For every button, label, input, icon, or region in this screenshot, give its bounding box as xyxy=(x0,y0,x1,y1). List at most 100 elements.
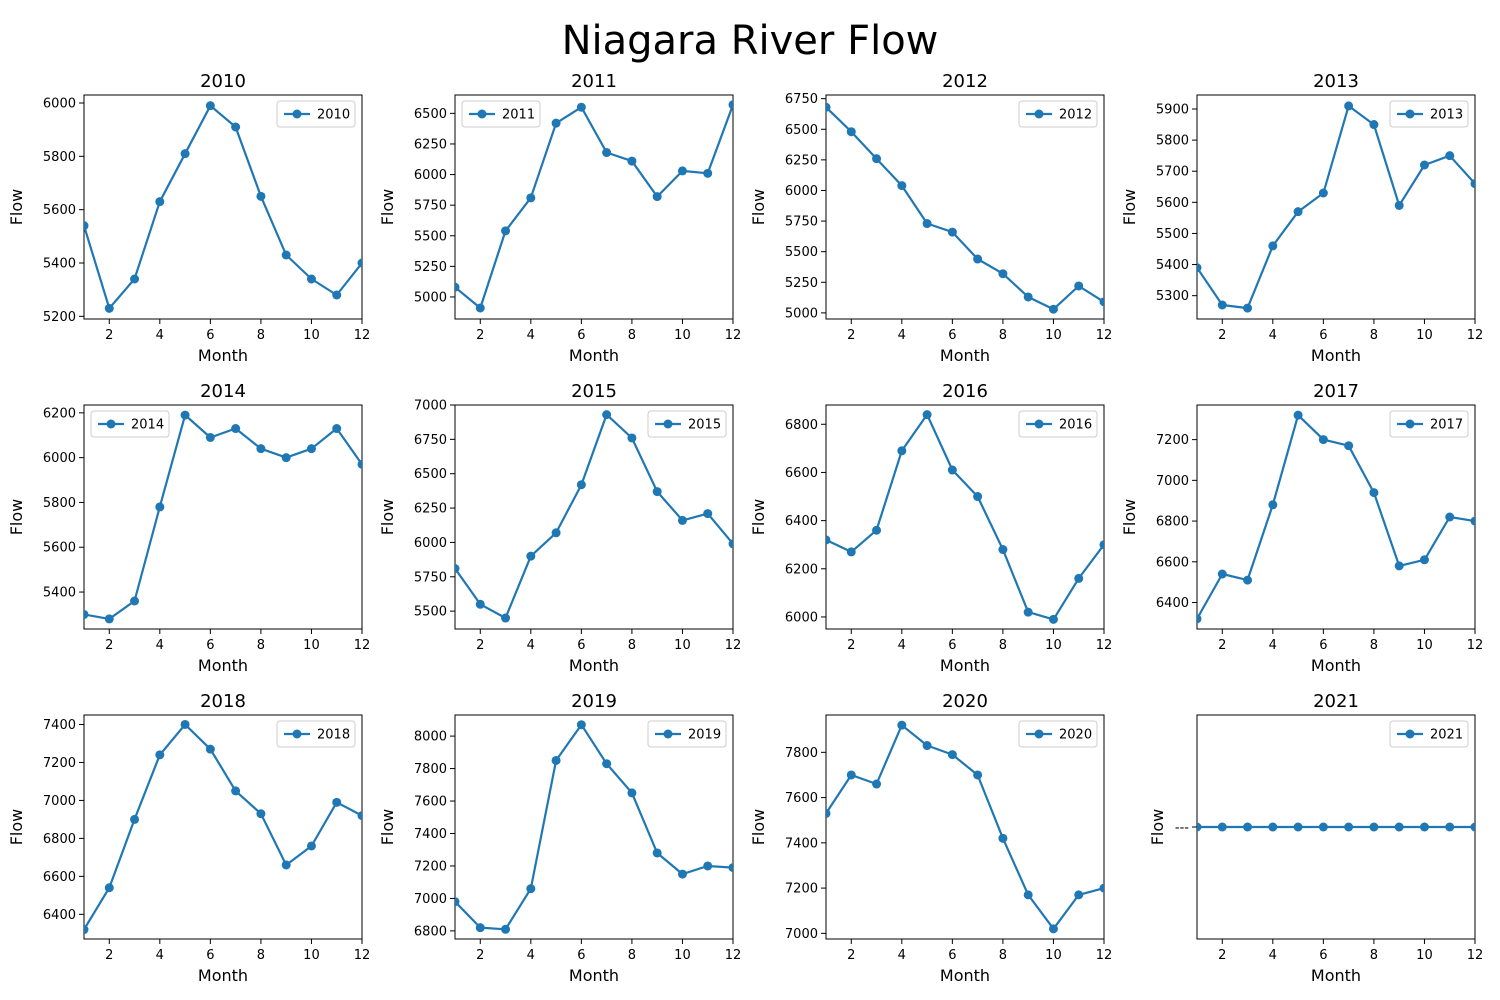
y-tick-label: 6600 xyxy=(785,466,818,481)
data-point xyxy=(256,809,266,819)
series-line-2018 xyxy=(84,723,362,931)
series-line-2010 xyxy=(84,104,362,310)
data-point xyxy=(130,814,140,824)
data-point xyxy=(231,122,241,132)
figure-title: Niagara River Flow xyxy=(562,18,939,64)
data-point xyxy=(155,750,165,760)
data-point xyxy=(1445,151,1455,161)
data-point xyxy=(703,509,713,519)
y-axis-label: Flow xyxy=(378,189,397,226)
legend-label: 2015 xyxy=(688,418,721,433)
series-group xyxy=(826,410,1104,624)
data-point xyxy=(1217,822,1227,832)
y-tick-label: 5900 xyxy=(1156,103,1189,118)
x-tick-label: 8 xyxy=(1370,948,1378,963)
y-tick-label: 6800 xyxy=(414,924,447,939)
x-tick-label: 4 xyxy=(156,328,164,343)
y-tick-label: 6800 xyxy=(785,418,818,433)
data-point xyxy=(84,925,89,935)
y-tick-label: 7000 xyxy=(414,892,447,907)
legend: 2021 xyxy=(1389,720,1469,748)
data-point xyxy=(130,596,140,606)
data-point xyxy=(475,303,485,313)
data-point xyxy=(576,720,586,730)
x-tick-label: 2 xyxy=(847,638,855,653)
data-point xyxy=(256,444,266,454)
x-axis-label: Month xyxy=(569,346,619,365)
subplot-2010: 2010 2 4 6 8 10 12 5200 5400 5600 5800 6000 Month Flo… xyxy=(7,71,370,365)
data-point xyxy=(1470,179,1475,189)
subplot-title: 2010 xyxy=(200,71,246,92)
data-point xyxy=(826,535,831,545)
data-point xyxy=(332,424,342,434)
x-tick-label: 12 xyxy=(1467,328,1484,343)
series-group xyxy=(1197,101,1475,313)
legend-frame xyxy=(461,100,541,128)
data-point xyxy=(1197,614,1202,624)
y-axis-label: Flow xyxy=(7,189,26,226)
x-tick-label: 10 xyxy=(674,328,691,343)
data-point xyxy=(998,545,1008,555)
y-tick-label: 5300 xyxy=(1156,289,1189,304)
x-tick-label: 8 xyxy=(999,328,1007,343)
x-tick-label: 8 xyxy=(257,328,265,343)
data-point xyxy=(652,192,662,202)
y-tick-label: 5750 xyxy=(414,199,447,214)
x-tick-label: 4 xyxy=(527,328,535,343)
legend: 2019 xyxy=(647,720,727,748)
legend-frame xyxy=(1018,720,1098,748)
x-tick-label: 12 xyxy=(354,948,371,963)
legend: 2017 xyxy=(1389,410,1469,438)
data-point xyxy=(1344,441,1354,451)
subplot-2011: 2011 2 4 6 8 10 12 5000 5250 5500 5750 6000 6250 6500… xyxy=(378,71,741,365)
axes-frame xyxy=(1196,94,1476,320)
x-tick-label: 8 xyxy=(1370,638,1378,653)
data-point xyxy=(897,720,907,730)
subplot-title: 2012 xyxy=(942,71,988,92)
data-point xyxy=(677,869,687,879)
series-group xyxy=(826,720,1104,934)
axes-frame xyxy=(83,714,363,940)
subplot-grid: 2010 2 4 6 8 10 12 5200 5400 5600 5800 6000 Month Flo… xyxy=(7,71,1483,985)
subplot-2019: 2019 2 4 6 8 10 12 6800 7000 7200 7400 7600 7800 8000… xyxy=(378,691,741,985)
y-axis-label: Flow xyxy=(1120,499,1139,536)
legend-marker xyxy=(1034,729,1044,739)
x-tick-label: 2 xyxy=(476,948,484,963)
series-group xyxy=(1197,822,1475,832)
legend: 2018 xyxy=(276,720,356,748)
y-tick-label: 8000 xyxy=(414,730,447,745)
data-point xyxy=(104,883,114,893)
x-tick-label: 12 xyxy=(1096,638,1113,653)
data-point xyxy=(872,525,882,535)
legend-frame xyxy=(276,100,356,128)
subplot-title: 2014 xyxy=(200,381,246,402)
data-point xyxy=(947,750,957,760)
y-tick-label: 6000 xyxy=(414,168,447,183)
data-point xyxy=(306,444,316,454)
y-tick-label: 6250 xyxy=(785,153,818,168)
y-tick-label: 5750 xyxy=(414,570,447,585)
y-tick-label: 6250 xyxy=(414,137,447,152)
data-point xyxy=(973,770,983,780)
y-tick-label: 7000 xyxy=(43,794,76,809)
y-axis-label: Flow xyxy=(1148,809,1167,846)
x-tick-label: 6 xyxy=(206,328,214,343)
data-point xyxy=(1394,561,1404,571)
legend-label: 2019 xyxy=(688,728,721,743)
data-point xyxy=(84,221,89,231)
data-point xyxy=(332,797,342,807)
y-axis-label: Flow xyxy=(378,809,397,846)
x-tick-label: 10 xyxy=(674,948,691,963)
data-point xyxy=(897,446,907,456)
x-tick-label: 2 xyxy=(105,638,113,653)
data-point xyxy=(306,841,316,851)
data-point xyxy=(602,410,612,420)
legend: 2016 xyxy=(1018,410,1098,438)
data-point xyxy=(1099,883,1104,893)
y-tick-label: 7800 xyxy=(785,746,818,761)
data-point xyxy=(1074,890,1084,900)
data-point xyxy=(1369,822,1379,832)
y-tick-label: 5400 xyxy=(43,586,76,601)
legend-marker xyxy=(1405,729,1415,739)
